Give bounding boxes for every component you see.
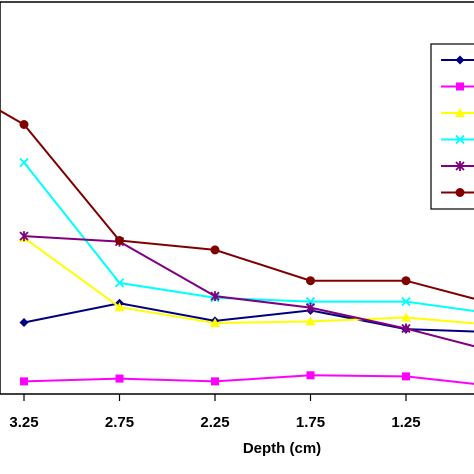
legend-marker (455, 161, 465, 171)
data-point (401, 312, 411, 322)
legend-marker (455, 108, 465, 117)
x-tick-label: 1.25 (391, 414, 420, 431)
data-point (19, 231, 29, 242)
data-point (305, 316, 316, 326)
legend-entry-4 (441, 134, 474, 145)
legend-box (430, 43, 474, 210)
x-tick-label: 2.25 (200, 414, 229, 431)
legend-marker (455, 188, 465, 197)
x-tick-label: 1.75 (296, 414, 325, 431)
legend-entry-6 (441, 188, 474, 197)
data-point (114, 278, 125, 288)
x-tick-label: 3.25 (9, 414, 38, 431)
series-4-line (23, 161, 474, 313)
data-point (401, 323, 411, 334)
legend-entry-3 (441, 108, 474, 117)
legend-marker (455, 134, 465, 145)
data-point (115, 236, 124, 246)
series-6 (0, 109, 474, 300)
data-point (19, 318, 29, 327)
data-point (210, 291, 220, 302)
x-axis: 3.25 2.75 2.25 1.75 1.25 (9, 394, 421, 431)
series-1-line (23, 302, 474, 333)
series-5 (19, 231, 474, 348)
x-tick-label: 2.75 (105, 414, 134, 431)
data-point (402, 372, 410, 381)
data-point (306, 371, 315, 380)
legend (430, 43, 474, 210)
data-point (20, 377, 28, 386)
series-5-line (23, 235, 474, 348)
data-point (210, 245, 220, 255)
data-point (306, 276, 315, 286)
legend-entry-1 (441, 55, 474, 65)
series-layer (0, 109, 474, 386)
legend-entry-2 (441, 82, 474, 91)
x-axis-title: Depth (cm) (243, 440, 321, 457)
data-point (401, 276, 411, 286)
legend-entry-5 (441, 161, 474, 171)
data-point (19, 120, 29, 129)
legend-entries (441, 55, 474, 197)
data-point (401, 296, 411, 307)
series-2 (20, 371, 474, 386)
series-3-line (23, 236, 474, 325)
data-point (210, 318, 220, 328)
legend-marker (456, 82, 464, 91)
series-2-line (23, 374, 474, 385)
data-point (114, 302, 125, 312)
plot-area (0, 1, 474, 395)
legend-marker (455, 55, 465, 65)
data-point (115, 374, 124, 383)
data-point (305, 302, 316, 313)
data-point (211, 377, 219, 386)
data-point (19, 157, 29, 168)
